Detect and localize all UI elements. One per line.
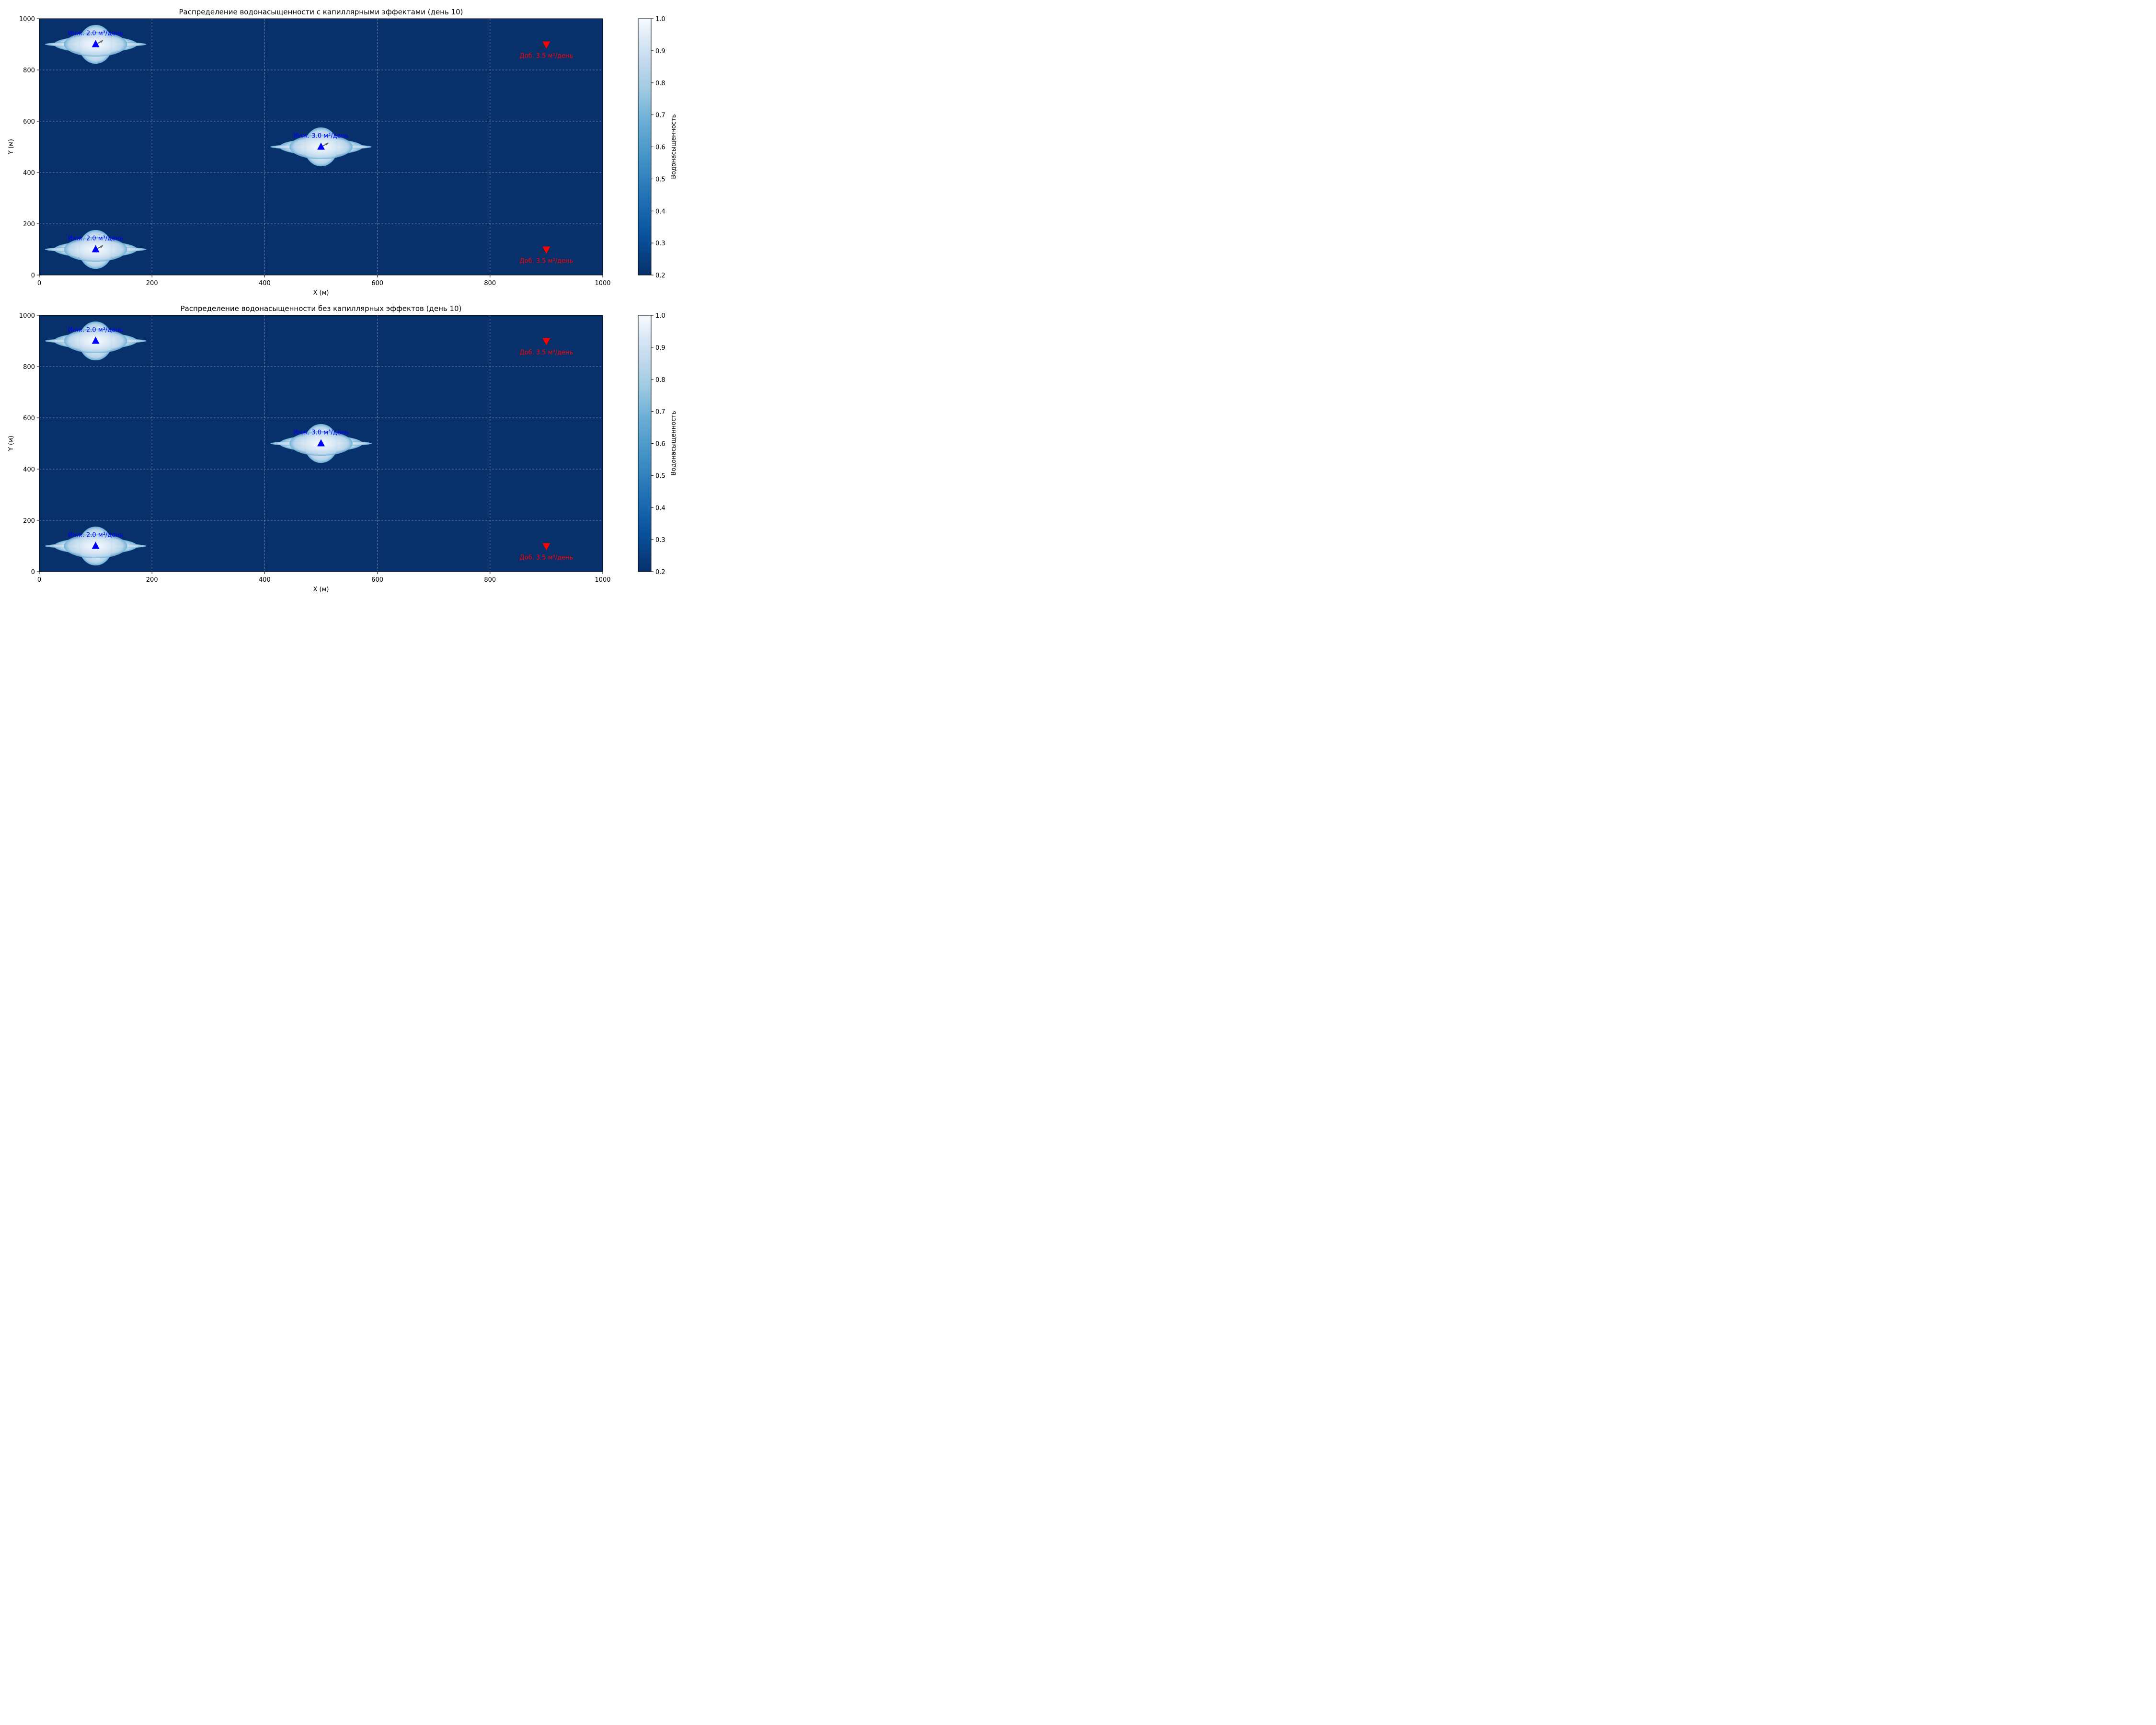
injector-label: Инж. 3.0 м³/день bbox=[293, 429, 349, 437]
colorbar-tick-label: 0.3 bbox=[655, 240, 665, 247]
y-tick-label: 200 bbox=[23, 221, 35, 228]
x-axis-label: X (м) bbox=[313, 289, 329, 297]
colorbar-tick-label: 1.0 bbox=[655, 16, 665, 23]
injector-label: Инж. 3.0 м³/день bbox=[293, 133, 349, 140]
saturation-plumes bbox=[45, 24, 372, 269]
colorbar-tick-label: 0.3 bbox=[655, 537, 665, 544]
x-axis-ticks: 0 200 400 600 800 1000 bbox=[37, 275, 611, 287]
colorbar-gradient bbox=[638, 18, 652, 276]
y-tick-label: 400 bbox=[23, 466, 35, 473]
y-tick-label: 600 bbox=[23, 415, 35, 422]
injector-well-marker bbox=[317, 439, 325, 447]
producer-well-marker bbox=[542, 543, 550, 551]
x-tick-label: 200 bbox=[146, 280, 158, 287]
capillary-arrow-head bbox=[100, 40, 103, 43]
chart-title: Распределение водонасыщенности без капил… bbox=[181, 304, 462, 313]
x-tick-label: 200 bbox=[146, 576, 158, 584]
colorbar-tick-label: 0.5 bbox=[655, 176, 665, 183]
y-tick-label: 800 bbox=[23, 67, 35, 74]
injector-well-marker bbox=[92, 541, 100, 549]
x-tick-label: 800 bbox=[484, 576, 496, 584]
y-tick-label: 800 bbox=[23, 364, 35, 371]
y-tick-label: 1000 bbox=[19, 312, 35, 320]
colorbar-tick-label: 0.8 bbox=[655, 377, 665, 384]
y-tick-label: 1000 bbox=[19, 16, 35, 23]
capillary-arrow-head bbox=[325, 142, 329, 146]
colorbar-ticks: 0.2 0.3 0.4 0.5 0.6 0.7 0.8 0.9 1.0 bbox=[651, 16, 665, 279]
bottom-chart-panel: Распределение водонасыщенности без капил… bbox=[8, 304, 677, 593]
injector-well-marker bbox=[92, 40, 100, 47]
x-tick-label: 0 bbox=[37, 576, 41, 584]
x-tick-label: 600 bbox=[371, 280, 383, 287]
colorbar-tick-label: 0.6 bbox=[655, 144, 665, 151]
x-tick-label: 400 bbox=[259, 280, 271, 287]
injector-label: Инж. 2.0 м³/день bbox=[68, 532, 124, 539]
colorbar-tick-label: 0.4 bbox=[655, 208, 665, 215]
y-tick-label: 600 bbox=[23, 118, 35, 126]
plot-frame bbox=[39, 315, 603, 572]
y-tick-label: 0 bbox=[31, 272, 35, 279]
producer-label: Доб. 3.5 м³/день bbox=[520, 554, 573, 562]
colorbar-tick-label: 0.9 bbox=[655, 345, 665, 352]
capillary-arrow bbox=[538, 45, 545, 49]
chart-title: Распределение водонасыщенности с капилля… bbox=[179, 8, 463, 16]
capillary-arrow-head bbox=[100, 245, 103, 248]
figure: Распределение водонасыщенности с капилля… bbox=[8, 8, 677, 593]
colorbar-label: Водонасыщенность bbox=[670, 411, 677, 475]
colorbar-tick-label: 0.5 bbox=[655, 472, 665, 480]
producer-well-marker bbox=[542, 338, 550, 345]
producer-label: Доб. 3.5 м³/день bbox=[520, 53, 573, 60]
colorbar: 0.2 0.3 0.4 0.5 0.6 0.7 0.8 0.9 1.0 Водонасыщенн… bbox=[638, 16, 677, 279]
x-axis-ticks: 0 200 400 600 800 1000 bbox=[37, 572, 611, 584]
producer-well-marker bbox=[542, 41, 550, 49]
producer-label: Доб. 3.5 м³/день bbox=[520, 349, 573, 356]
x-tick-label: 600 bbox=[371, 576, 383, 584]
injector-well-marker bbox=[317, 142, 325, 150]
colorbar: 0.2 0.3 0.4 0.5 0.6 0.7 0.8 0.9 1.0 Водонасыщенн… bbox=[638, 312, 677, 576]
colorbar-ticks: 0.2 0.3 0.4 0.5 0.6 0.7 0.8 0.9 1.0 bbox=[651, 312, 665, 576]
water-plume bbox=[270, 424, 372, 463]
top-chart-panel: Распределение водонасыщенности с капилля… bbox=[8, 8, 677, 297]
colorbar-gradient bbox=[638, 315, 652, 572]
y-axis-ticks: 0 200 400 600 800 1000 bbox=[19, 312, 39, 576]
wells: Инж. 2.0 м³/день Инж. 3.0 м³/день Инж. 2.0… bbox=[68, 327, 573, 562]
colorbar-tick-label: 0.2 bbox=[655, 272, 665, 279]
colorbar-tick-label: 1.0 bbox=[655, 312, 665, 320]
injector-label: Инж. 2.0 м³/день bbox=[68, 235, 124, 242]
y-tick-label: 400 bbox=[23, 170, 35, 177]
colorbar-tick-label: 0.9 bbox=[655, 48, 665, 55]
producer-label: Доб. 3.5 м³/день bbox=[520, 258, 573, 265]
x-tick-label: 800 bbox=[484, 280, 496, 287]
colorbar-tick-label: 0.7 bbox=[655, 112, 665, 119]
injector-label: Инж. 2.0 м³/день bbox=[68, 30, 124, 37]
plot-frame bbox=[39, 18, 603, 276]
wells: Инж. 2.0 м³/день Инж. 3.0 м³/день Инж. 2.0… bbox=[68, 30, 573, 265]
colorbar-label: Водонасыщенность bbox=[670, 114, 677, 179]
colorbar-tick-label: 0.6 bbox=[655, 441, 665, 448]
y-tick-label: 0 bbox=[31, 569, 35, 576]
colorbar-tick-label: 0.4 bbox=[655, 505, 665, 512]
x-tick-label: 0 bbox=[37, 280, 41, 287]
injector-well-marker bbox=[92, 336, 100, 344]
x-axis-label: X (м) bbox=[313, 586, 329, 593]
injector-label: Инж. 2.0 м³/день bbox=[68, 327, 124, 334]
y-tick-label: 200 bbox=[23, 518, 35, 525]
colorbar-tick-label: 0.2 bbox=[655, 569, 665, 576]
colorbar-tick-label: 0.7 bbox=[655, 409, 665, 416]
x-tick-label: 400 bbox=[259, 576, 271, 584]
y-axis-label: Y (м) bbox=[8, 139, 15, 155]
producer-well-marker bbox=[542, 246, 550, 254]
y-axis-ticks: 0 200 400 600 800 1000 bbox=[19, 16, 39, 279]
y-axis-label: Y (м) bbox=[8, 436, 15, 451]
x-tick-label: 1000 bbox=[595, 576, 610, 584]
x-tick-label: 1000 bbox=[595, 280, 610, 287]
colorbar-tick-label: 0.8 bbox=[655, 80, 665, 87]
capillary-arrow bbox=[538, 250, 545, 254]
injector-well-marker bbox=[92, 245, 100, 253]
